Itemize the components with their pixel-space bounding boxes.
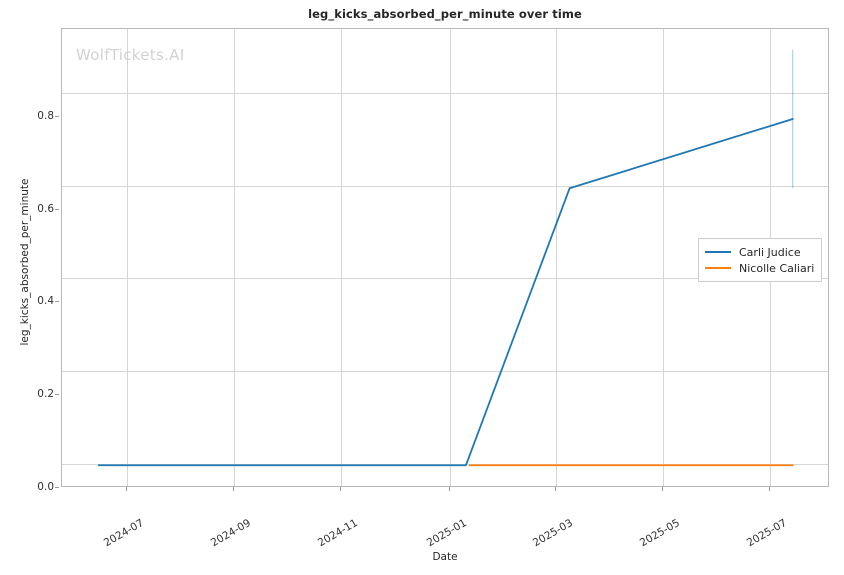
x-tick-label-2: 2024-11 <box>315 516 360 550</box>
x-tick-mark <box>449 487 450 491</box>
gridline-horizontal <box>62 371 828 373</box>
y-tick-label-0: 0.0 <box>37 481 54 493</box>
legend-swatch-icon <box>705 251 731 253</box>
y-tick-mark <box>55 487 59 488</box>
gridline-horizontal <box>62 185 828 187</box>
gridline-vertical <box>450 29 451 486</box>
gridline-vertical <box>663 29 664 486</box>
y-axis: 0.0 0.2 0.4 0.6 0.8 leg_kicks_absorbed_p… <box>0 28 59 493</box>
y-tick-mark <box>55 115 59 117</box>
x-axis-label: Date <box>432 551 458 563</box>
y-tick-mark <box>55 394 59 396</box>
gridline-vertical <box>341 29 342 486</box>
x-tick-mark <box>769 487 770 491</box>
y-tick-mark <box>55 208 59 210</box>
x-tick-label-3: 2025-01 <box>424 516 469 550</box>
x-tick-label-4: 2025-03 <box>530 516 575 550</box>
series-plot <box>97 49 794 467</box>
y-tick-label-4: 0.8 <box>37 109 54 122</box>
legend-label: Nicolle Caliari <box>739 261 815 275</box>
x-axis: 2024-07 2024-09 2024-11 2025-01 2025-03 … <box>61 487 829 550</box>
gridline-vertical <box>556 29 557 486</box>
legend-entry-nicolle-caliari[interactable]: Nicolle Caliari <box>705 260 814 276</box>
y-tick-label-3: 0.6 <box>37 202 54 215</box>
x-tick-label-1: 2024-09 <box>208 516 253 550</box>
legend-label: Carli Judice <box>739 245 801 259</box>
x-tick-mark <box>233 487 234 491</box>
gridline-horizontal <box>62 92 828 94</box>
chart-legend[interactable]: Carli Judice Nicolle Caliari <box>698 238 823 282</box>
x-tick-label-0: 2024-07 <box>101 516 146 550</box>
y-tick-mark <box>55 301 59 303</box>
y-axis-label: leg_kicks_absorbed_per_minute <box>19 178 31 346</box>
legend-swatch-icon <box>705 267 731 269</box>
legend-entry-carli-judice[interactable]: Carli Judice <box>705 244 814 260</box>
x-tick-label-6: 2025-07 <box>744 516 789 550</box>
gridline-vertical <box>234 29 235 486</box>
gridline-horizontal <box>62 278 828 280</box>
x-tick-mark <box>555 487 556 491</box>
series-carli-judice-line <box>97 118 794 467</box>
gridline-vertical <box>127 29 128 486</box>
y-tick-label-1: 0.2 <box>37 388 54 401</box>
plot-area: WolfTickets.AI Carli Judice Nicolle Cali… <box>61 28 829 487</box>
x-tick-mark <box>662 487 663 491</box>
x-tick-label-5: 2025-05 <box>637 516 682 550</box>
chart-title: leg_kicks_absorbed_per_minute over time <box>308 7 582 21</box>
y-tick-label-2: 0.4 <box>37 295 54 308</box>
x-tick-mark <box>340 487 341 491</box>
x-tick-mark <box>126 487 127 491</box>
